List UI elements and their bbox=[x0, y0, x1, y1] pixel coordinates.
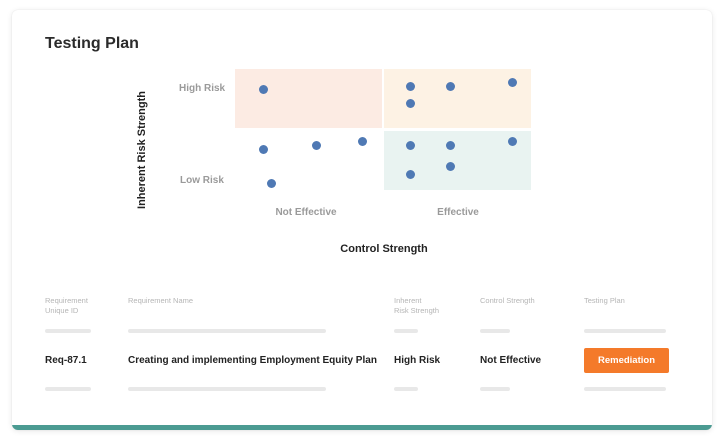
header-requirement-id: Requirement Unique ID bbox=[45, 296, 88, 315]
placeholder-bar bbox=[128, 387, 326, 391]
card-accent-bar bbox=[12, 425, 712, 430]
x-axis-label: Control Strength bbox=[340, 243, 428, 255]
y-axis-label: Inherent Risk Strength bbox=[136, 91, 148, 209]
row-label-high-risk: High Risk bbox=[179, 83, 226, 94]
placeholder-bar bbox=[128, 329, 326, 333]
cell-requirement-id: Req-87.1 bbox=[45, 355, 87, 366]
placeholder-bar bbox=[45, 387, 91, 391]
placeholder-bar bbox=[394, 329, 418, 333]
page-title: Testing Plan bbox=[45, 35, 139, 52]
cell-inherent-risk: High Risk bbox=[394, 355, 441, 366]
cell-requirement-name: Creating and implementing Employment Equ… bbox=[128, 355, 377, 366]
risk-point bbox=[357, 136, 367, 146]
placeholder-bar bbox=[584, 387, 666, 391]
placeholder-bar bbox=[394, 387, 418, 391]
header-control-strength: Control Strength bbox=[480, 296, 535, 305]
column-label-effective: Effective bbox=[437, 207, 479, 218]
header-inherent-risk: Inherent Risk Strength bbox=[394, 296, 440, 315]
quadrant-low-risk-effective bbox=[384, 131, 531, 190]
cell-control-strength: Not Effective bbox=[480, 355, 542, 366]
placeholder-bar bbox=[480, 329, 510, 333]
placeholder-bar bbox=[45, 329, 91, 333]
risk-point bbox=[266, 178, 276, 188]
quadrant-high-risk-effective bbox=[384, 69, 531, 128]
row-label-low-risk: Low Risk bbox=[180, 175, 224, 186]
quadrant-high-risk-not-effective bbox=[235, 69, 382, 128]
header-requirement-name: Requirement Name bbox=[128, 296, 194, 305]
column-label-not-effective: Not Effective bbox=[275, 207, 337, 218]
header-testing-plan: Testing Plan bbox=[584, 296, 625, 305]
risk-point bbox=[311, 140, 321, 150]
placeholder-bar bbox=[480, 387, 510, 391]
risk-point bbox=[258, 144, 268, 154]
remediation-button[interactable]: Remediation bbox=[584, 348, 669, 373]
testing-plan-card: Testing Plan Inherent Risk Strength High… bbox=[12, 10, 712, 430]
placeholder-bar bbox=[584, 329, 666, 333]
